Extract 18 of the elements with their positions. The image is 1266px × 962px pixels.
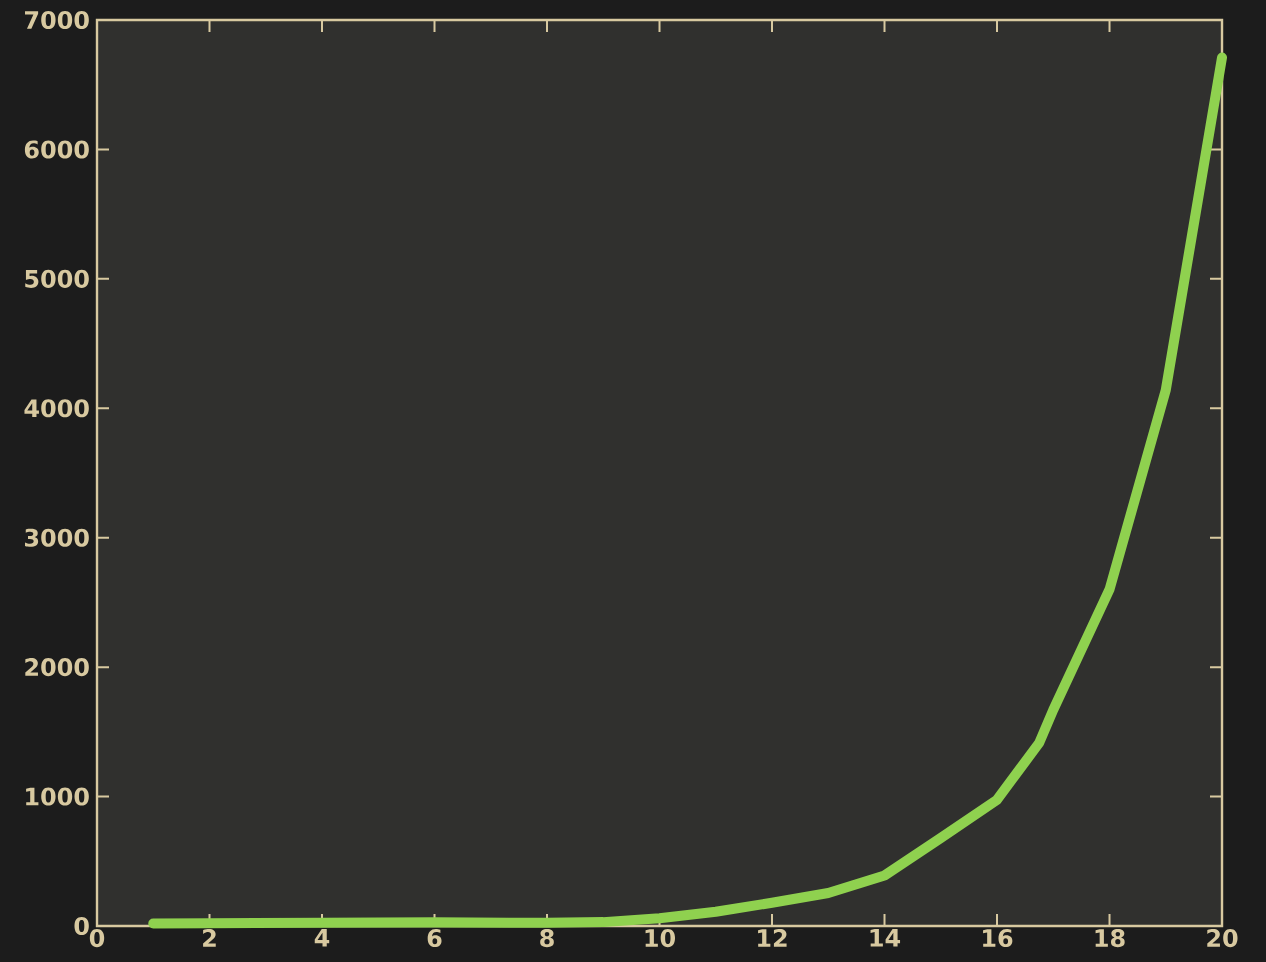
x-tick-label: 10 xyxy=(645,929,676,948)
y-tick-label: 6000 xyxy=(24,140,89,159)
y-tick-label: 2000 xyxy=(25,658,89,677)
x-tick-label: 4 xyxy=(314,929,330,947)
x-tick-label: 12 xyxy=(758,929,787,947)
x-tick-label: 8 xyxy=(540,929,554,948)
y-tick-label: 5000 xyxy=(25,269,89,288)
y-tick-label: 1000 xyxy=(26,787,89,806)
y-tick-label: 7000 xyxy=(25,10,89,30)
x-tick-label: 2 xyxy=(203,929,216,947)
y-tick-label: 4000 xyxy=(24,399,89,418)
x-tick-label: 0 xyxy=(89,929,105,948)
x-tick-label: 6 xyxy=(427,929,442,948)
x-tick-label: 20 xyxy=(1207,929,1238,948)
x-tick-label: 16 xyxy=(983,929,1013,948)
x-tick-label: 14 xyxy=(870,929,901,947)
x-tick-label: 18 xyxy=(1095,929,1125,948)
y-tick-label: 3000 xyxy=(25,528,89,547)
